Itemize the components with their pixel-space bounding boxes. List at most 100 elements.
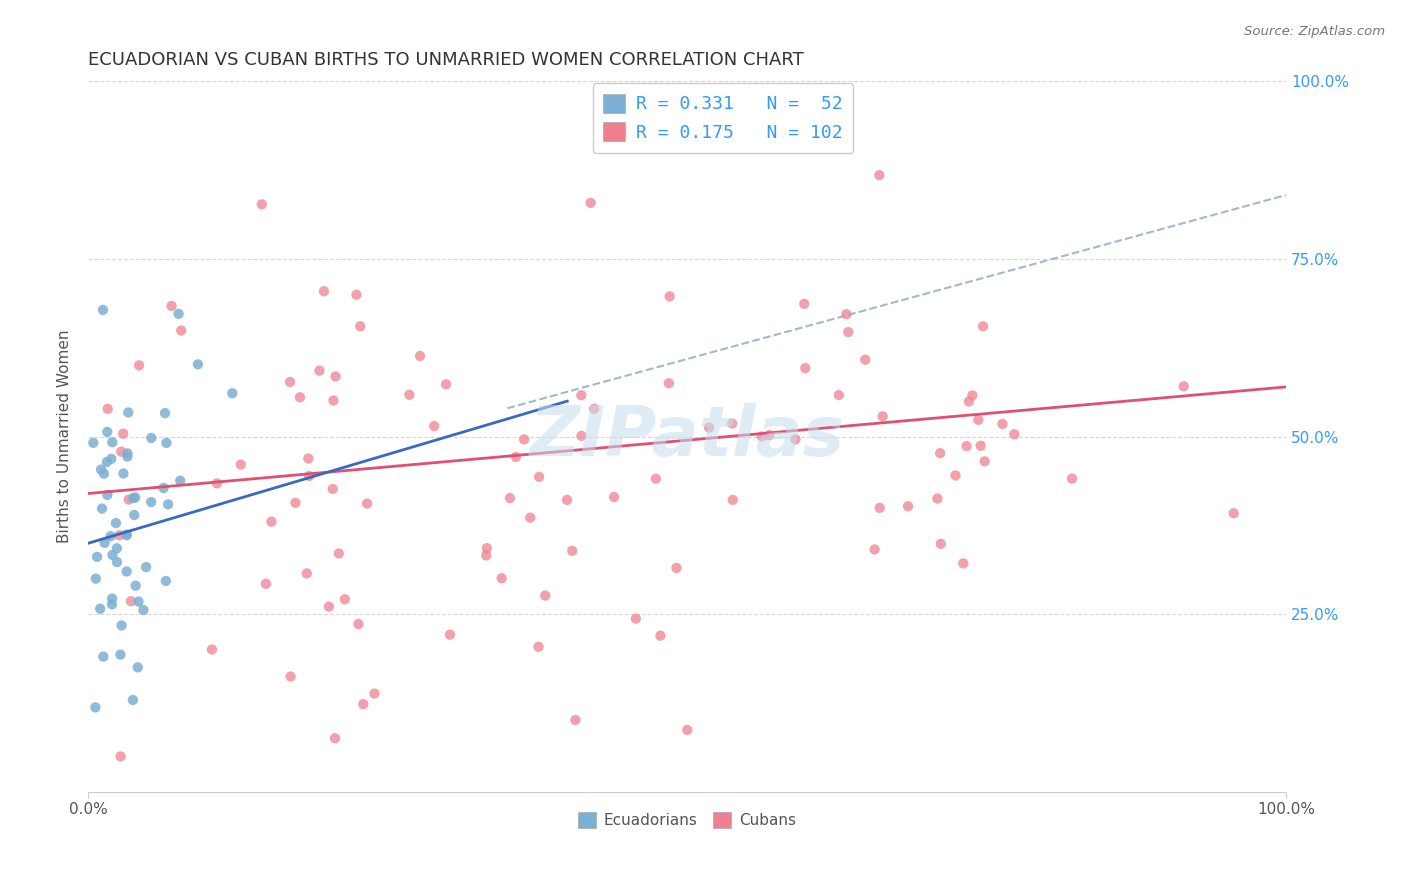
Point	[124, 491, 146, 505]
Point	[254, 576, 277, 591]
Point	[284, 496, 307, 510]
Point	[141, 495, 163, 509]
Point	[583, 401, 606, 416]
Point	[110, 618, 132, 632]
Point	[828, 388, 851, 402]
Point	[298, 469, 321, 483]
Point	[363, 687, 385, 701]
Point	[104, 516, 127, 530]
Point	[869, 500, 891, 515]
Point	[122, 693, 145, 707]
Point	[333, 592, 356, 607]
Point	[793, 297, 815, 311]
Legend: Ecuadorians, Cubans: Ecuadorians, Cubans	[572, 805, 803, 834]
Point	[132, 603, 155, 617]
Point	[101, 435, 124, 450]
Point	[835, 307, 858, 321]
Point	[110, 444, 132, 458]
Point	[1002, 427, 1025, 442]
Point	[170, 324, 193, 338]
Point	[475, 541, 498, 556]
Point	[863, 542, 886, 557]
Point	[555, 492, 578, 507]
Point	[288, 390, 311, 404]
Point	[312, 285, 335, 299]
Point	[86, 549, 108, 564]
Point	[346, 287, 368, 301]
Point	[96, 455, 118, 469]
Point	[169, 474, 191, 488]
Point	[117, 405, 139, 419]
Point	[579, 195, 602, 210]
Point	[513, 433, 536, 447]
Point	[897, 500, 920, 514]
Point	[201, 642, 224, 657]
Point	[991, 417, 1014, 431]
Point	[519, 510, 541, 524]
Point	[127, 594, 149, 608]
Point	[322, 393, 344, 408]
Point	[112, 467, 135, 481]
Point	[100, 451, 122, 466]
Point	[105, 555, 128, 569]
Point	[97, 401, 120, 416]
Point	[527, 640, 550, 654]
Point	[751, 429, 773, 443]
Point	[127, 660, 149, 674]
Point	[280, 669, 302, 683]
Point	[110, 749, 132, 764]
Point	[491, 571, 513, 585]
Point	[658, 376, 681, 391]
Point	[868, 168, 890, 182]
Point	[970, 439, 993, 453]
Point	[152, 481, 174, 495]
Point	[534, 589, 557, 603]
Point	[624, 612, 647, 626]
Point	[571, 429, 593, 443]
Point	[122, 491, 145, 505]
Point	[676, 723, 699, 737]
Point	[167, 307, 190, 321]
Point	[250, 197, 273, 211]
Point	[785, 433, 807, 447]
Point	[118, 492, 141, 507]
Point	[101, 591, 124, 606]
Point	[650, 629, 672, 643]
Point	[93, 536, 115, 550]
Point	[955, 439, 977, 453]
Point	[356, 497, 378, 511]
Point	[475, 549, 498, 563]
Point	[122, 508, 145, 522]
Point	[967, 413, 990, 427]
Point	[84, 572, 107, 586]
Point	[325, 369, 347, 384]
Point	[398, 388, 420, 402]
Point	[155, 436, 177, 450]
Point	[853, 352, 876, 367]
Point	[115, 527, 138, 541]
Point	[927, 491, 949, 506]
Point	[295, 566, 318, 581]
Point	[187, 357, 209, 371]
Point	[221, 386, 243, 401]
Point	[439, 628, 461, 642]
Point	[658, 289, 681, 303]
Point	[128, 359, 150, 373]
Point	[721, 492, 744, 507]
Point	[89, 601, 111, 615]
Point	[108, 528, 131, 542]
Point	[929, 446, 952, 460]
Point	[278, 375, 301, 389]
Point	[758, 428, 780, 442]
Point	[112, 426, 135, 441]
Point	[972, 319, 994, 334]
Point	[409, 349, 432, 363]
Text: Source: ZipAtlas.com: Source: ZipAtlas.com	[1244, 25, 1385, 38]
Point	[115, 528, 138, 542]
Point	[1060, 472, 1083, 486]
Point	[564, 713, 586, 727]
Point	[93, 467, 115, 481]
Point	[352, 697, 374, 711]
Point	[349, 319, 371, 334]
Point	[721, 417, 744, 431]
